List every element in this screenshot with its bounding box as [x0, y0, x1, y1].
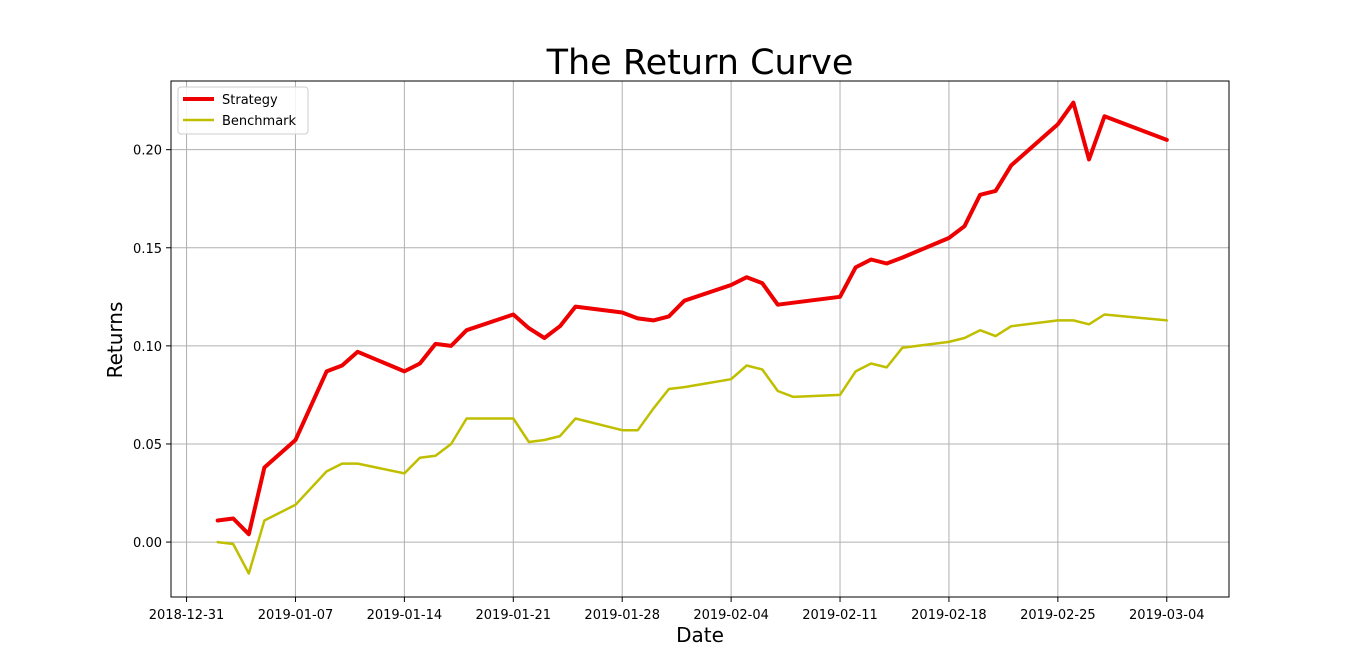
- grid-lines: [171, 81, 1229, 597]
- series-lines: [215, 100, 1169, 575]
- y-tick-label: 0.00: [133, 536, 162, 551]
- legend: Strategy Benchmark: [177, 86, 309, 135]
- y-tick-label: 0.10: [133, 340, 162, 355]
- x-tick-label: 2019-02-18: [911, 608, 987, 623]
- x-tick-label: 2019-02-04: [693, 608, 769, 623]
- y-axis-label: Returns: [103, 302, 127, 379]
- x-axis-ticks: 2018-12-31 2019-01-07 2019-01-14 2019-01-21…: [149, 597, 1205, 623]
- x-tick-label: 2019-01-07: [258, 608, 334, 623]
- x-tick-label: 2019-01-28: [584, 608, 660, 623]
- y-axis-ticks: 0.00 0.05 0.10 0.15 0.20: [133, 144, 171, 551]
- x-tick-label: 2019-01-21: [476, 608, 552, 623]
- series-line-benchmark: [216, 313, 1169, 575]
- y-tick-label: 0.20: [133, 144, 162, 159]
- legend-label-strategy: Strategy: [222, 93, 278, 108]
- series-line-strategy: [215, 100, 1169, 537]
- x-tick-label: 2019-02-25: [1020, 608, 1096, 623]
- legend-label-benchmark: Benchmark: [222, 114, 297, 129]
- x-axis-label: Date: [676, 623, 724, 647]
- x-tick-label: 2018-12-31: [149, 608, 225, 623]
- x-tick-label: 2019-03-04: [1129, 608, 1205, 623]
- x-tick-label: 2019-02-11: [802, 608, 878, 623]
- plot-area-frame: [170, 80, 1230, 598]
- chart-title: The Return Curve: [546, 43, 854, 83]
- y-tick-label: 0.05: [133, 438, 162, 453]
- x-tick-label: 2019-01-14: [367, 608, 443, 623]
- y-tick-label: 0.15: [133, 242, 162, 257]
